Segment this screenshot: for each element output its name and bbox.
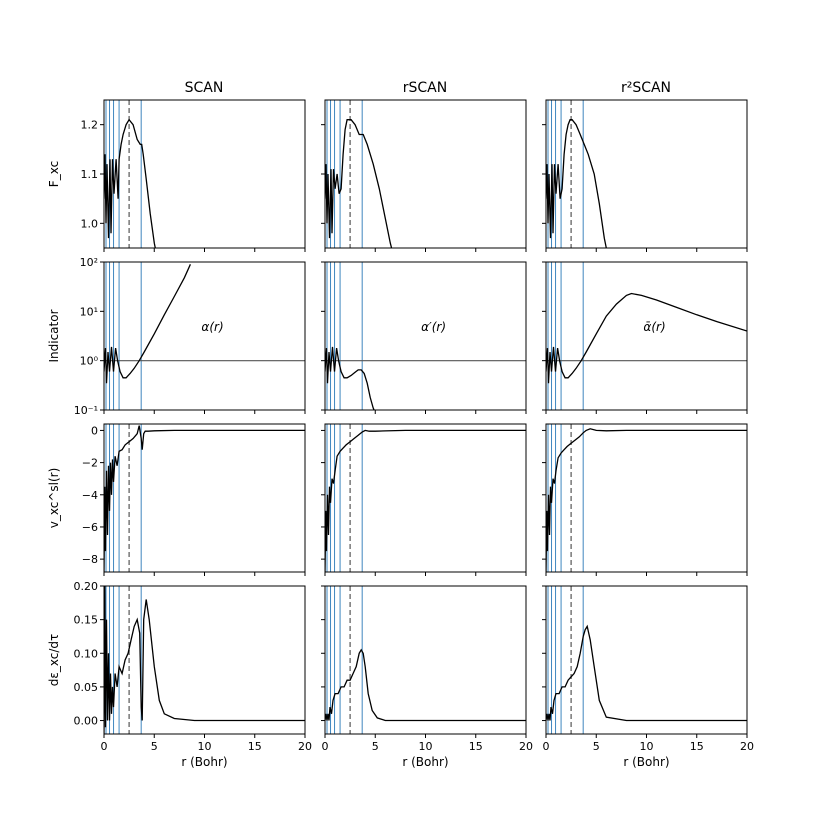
panel-4-scan: 0.00 0.05 0.10 0.15 0.20 0 5 10 15 20 r (Bohr) <box>74 580 313 769</box>
panel-2-r2scan: ᾱ(r) <box>542 261 748 414</box>
annotation-r2scan: ᾱ(r) <box>643 320 665 334</box>
y-axis-label: dε_xc/dτ <box>47 634 61 686</box>
y-axis-label: F_xc <box>47 161 61 187</box>
panel-1-rscan <box>321 99 527 252</box>
plot-area <box>546 262 747 410</box>
x-tick-label: 10 <box>419 740 433 753</box>
axes-frame <box>324 423 527 573</box>
y-tick-label: 1.1 <box>81 168 99 181</box>
y-tick-label: 1.0 <box>81 217 99 230</box>
plot-area <box>325 424 526 572</box>
x-tick-label: 10 <box>198 740 212 753</box>
plot-area <box>325 262 526 410</box>
x-tick-label: 15 <box>248 740 262 753</box>
series-line-scan <box>104 425 305 572</box>
x-axis-label: r (Bohr) <box>181 755 227 769</box>
series-line-r2scan <box>546 119 607 248</box>
panel-3-scan: 0 −2 −4 −6 −8 <box>82 423 306 576</box>
y-tick-label: 0.20 <box>74 580 99 593</box>
series-line-rscan <box>325 119 393 248</box>
x-tick-label: 0 <box>101 740 108 753</box>
y-tick-label: 0.05 <box>74 681 99 694</box>
plot-area <box>104 586 305 734</box>
series-line-rscan <box>325 648 526 722</box>
y-tick-label: −2 <box>82 457 98 470</box>
x-axis-label: r (Bohr) <box>623 755 669 769</box>
x-tick-label: 0 <box>543 740 550 753</box>
y-tick-label: −6 <box>82 521 98 534</box>
panel-1-scan: 1.0 1.1 1.2 <box>81 99 306 252</box>
series-line-rscan <box>325 346 375 410</box>
x-tick-label: 20 <box>740 740 754 753</box>
plot-area <box>104 424 305 572</box>
panel-2-scan: 10⁻¹ 10⁰ 10¹ 10² α(r) <box>74 256 306 417</box>
axes-frame <box>324 585 527 735</box>
plot-area <box>325 586 526 734</box>
y-tick-label: −4 <box>82 489 98 502</box>
panel-4-r2scan: 0 5 10 15 20 r (Bohr) <box>542 585 754 769</box>
x-tick-label: 10 <box>640 740 654 753</box>
panel-3-r2scan <box>542 423 748 576</box>
series-line-scan <box>104 118 156 248</box>
plot-area <box>104 100 156 248</box>
y-tick-label: 10¹ <box>80 305 98 318</box>
series-line-r2scan <box>546 292 747 384</box>
y-tick-label: 10² <box>80 256 98 269</box>
plot-area <box>546 100 607 248</box>
axes-frame <box>324 261 527 411</box>
x-axis-label: r (Bohr) <box>402 755 448 769</box>
panels: 1.0 1.1 1.2 F_xc 10⁻¹ 10⁰ 10¹ 10² α(r) α′(r) ᾱ(r) I… <box>47 99 754 769</box>
panel-3-rscan <box>321 423 527 576</box>
y-tick-label: 1.2 <box>81 119 99 132</box>
y-tick-label: 0.15 <box>74 614 99 627</box>
axes-frame <box>324 99 527 249</box>
y-tick-label: 0.10 <box>74 647 99 660</box>
y-tick-label: 10⁻¹ <box>74 404 98 417</box>
y-axis-label: Indicator <box>47 309 61 362</box>
axes-frame <box>103 261 306 411</box>
series-line-scan <box>104 264 191 384</box>
x-tick-label: 15 <box>690 740 704 753</box>
y-axis-label: v_xc^sl(r) <box>47 468 61 529</box>
series-line-rscan <box>325 429 526 572</box>
y-tick-label: 0 <box>91 424 98 437</box>
column-title-rscan: rSCAN <box>403 80 447 96</box>
axes-frame <box>545 585 748 735</box>
annotation-rscan: α′(r) <box>421 320 446 334</box>
series-line-scan <box>104 586 305 734</box>
axes-frame <box>545 99 748 249</box>
x-tick-label: 5 <box>372 740 379 753</box>
plot-area <box>325 100 393 248</box>
axes-frame <box>545 261 748 411</box>
plot-area <box>546 424 747 572</box>
y-tick-label: 10⁰ <box>80 355 99 368</box>
x-tick-label: 20 <box>298 740 312 753</box>
panel-2-rscan: α′(r) <box>321 261 527 414</box>
plot-area <box>104 262 305 410</box>
axes-frame <box>103 585 306 735</box>
column-title-scan: SCAN <box>185 80 224 96</box>
x-tick-label: 5 <box>593 740 600 753</box>
x-tick-label: 20 <box>519 740 533 753</box>
axes-frame <box>545 423 748 573</box>
x-tick-label: 5 <box>151 740 158 753</box>
x-tick-label: 15 <box>469 740 483 753</box>
axes-frame <box>103 423 306 573</box>
plot-area <box>546 586 747 734</box>
panel-1-r2scan <box>542 99 748 252</box>
panel-4-rscan: 0 5 10 15 20 r (Bohr) <box>321 585 533 769</box>
y-tick-label: −8 <box>82 553 98 566</box>
column-title-r2scan: r²SCAN <box>621 80 671 96</box>
series-line-r2scan <box>546 624 747 722</box>
x-tick-label: 0 <box>322 740 329 753</box>
axes-frame <box>103 99 306 249</box>
series-line-r2scan <box>546 428 747 572</box>
y-tick-label: 0.00 <box>74 715 99 728</box>
annotation-scan: α(r) <box>201 320 223 334</box>
